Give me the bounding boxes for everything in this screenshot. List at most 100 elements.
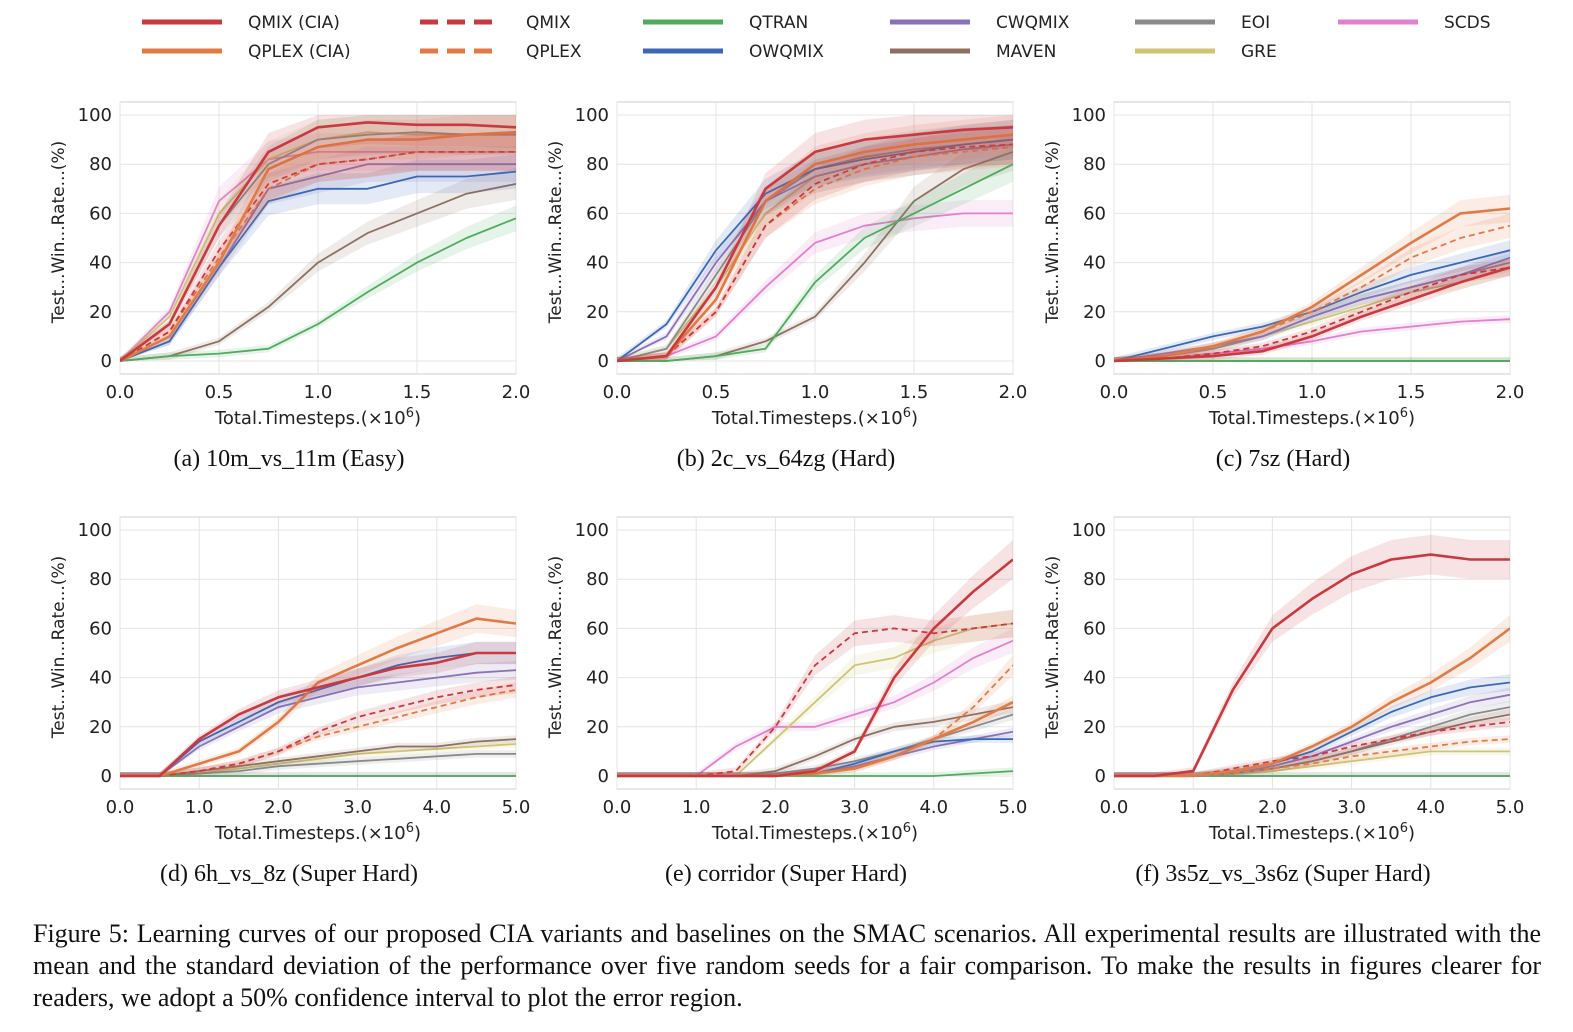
legend-item-qplex-cia: QPLEX (CIA) — [142, 42, 351, 62]
plot-area — [1113, 516, 1511, 790]
x-tick-label: 0.0 — [106, 797, 135, 818]
y-tick-label: 20 — [89, 302, 112, 323]
y-tick-label: 0 — [1095, 766, 1106, 787]
x-axis-label: Total.Timesteps.(×106) — [214, 821, 421, 844]
series-line-qplex-baseline — [1114, 224, 1510, 362]
series-line-qtran — [617, 163, 1013, 362]
x-tick-label: 0.0 — [1100, 382, 1129, 403]
y-tick-label: 40 — [1083, 253, 1106, 274]
x-axis-label: Total.Timesteps.(×106) — [1208, 821, 1415, 844]
y-tick-label: 60 — [586, 203, 609, 224]
band-scds — [617, 200, 1013, 361]
x-tick-label: 0.5 — [205, 382, 234, 403]
series-line-cwqmix — [120, 669, 516, 777]
series-line-maven — [120, 738, 516, 777]
caption-a: (a) 10m_vs_11m (Easy) — [173, 446, 405, 472]
series-line-qmix-baseline — [120, 684, 516, 777]
plot-area — [119, 516, 517, 790]
legend-item-gre: GRE — [1135, 42, 1277, 62]
series-layer — [120, 115, 516, 363]
y-tick-label: 60 — [89, 203, 112, 224]
band-qtran — [617, 767, 1013, 776]
y-tick-label: 80 — [1083, 569, 1106, 590]
series-line-qmix-cia — [1114, 266, 1510, 363]
band-owqmix — [1114, 240, 1510, 361]
band-scds — [120, 772, 516, 776]
x-tick-label: 1.5 — [403, 382, 432, 403]
band-qplex-cia — [120, 115, 516, 361]
legend-label: CWQMIX — [996, 13, 1070, 33]
band-qmix-cia — [120, 641, 516, 776]
x-tick-label: 1.5 — [900, 382, 929, 403]
y-tick-label: 100 — [78, 520, 112, 541]
band-qtran — [120, 772, 516, 776]
series-line-maven — [120, 183, 516, 362]
caption-f: (f) 3s5z_vs_3s6z (Super Hard) — [1135, 861, 1431, 887]
y-tick-label: 80 — [89, 569, 112, 590]
legend-item-eoi: EOI — [1135, 13, 1270, 33]
legend-label: OWQMIX — [749, 42, 824, 62]
y-tick-label: 100 — [575, 520, 609, 541]
legend: QMIX (CIA) QPLEX (CIA) QMIX QPLEX QTRAN OWQMI… — [142, 13, 1491, 62]
y-axis-label: Test...Win...Rate...(%) — [49, 141, 69, 324]
y-tick-label: 20 — [586, 302, 609, 323]
series-line-qmix-cia — [120, 121, 516, 363]
plot-area — [616, 516, 1014, 790]
y-tick-label: 60 — [1083, 203, 1106, 224]
legend-label: EOI — [1241, 13, 1270, 33]
y-tick-label: 20 — [89, 717, 112, 738]
series-line-cwqmix — [617, 143, 1013, 362]
band-qplex-baseline — [1114, 213, 1510, 361]
band-qplex-cia — [617, 695, 1013, 776]
y-tick-label: 0 — [598, 766, 609, 787]
band-qmix-baseline — [617, 125, 1013, 361]
y-axis-label: Test...Win...Rate...(%) — [1043, 141, 1063, 324]
band-gre — [120, 115, 516, 361]
band-qmix-cia — [617, 115, 1013, 361]
legend-label: SCDS — [1444, 13, 1491, 33]
x-axis-label: Total.Timesteps.(×106) — [1208, 406, 1415, 429]
x-axis-label-close: ) — [1408, 823, 1415, 844]
x-tick-label: 5.0 — [1496, 797, 1525, 818]
legend-label: MAVEN — [996, 42, 1056, 62]
y-tick-label: 40 — [1083, 668, 1106, 689]
x-tick-label: 3.0 — [840, 797, 869, 818]
band-owqmix — [617, 735, 1013, 776]
band-qtran — [617, 146, 1013, 361]
legend-label: QMIX — [526, 13, 571, 33]
series-line-qmix-cia — [617, 126, 1013, 363]
series-line-qplex-cia — [617, 133, 1013, 363]
legend-label: GRE — [1241, 42, 1277, 62]
y-axis-label: Test...Win...Rate...(%) — [546, 141, 566, 324]
chart-e: 0.0 1.0 2.0 3.0 4.0 5.0 0 20 40 60 80 100 Total.Time… — [546, 516, 1027, 844]
y-tick-label: 80 — [586, 569, 609, 590]
x-tick-label: 1.0 — [682, 797, 711, 818]
series-layer — [1114, 194, 1510, 363]
series-line-qplex-cia — [1114, 207, 1510, 363]
series-line-qplex-baseline — [120, 689, 516, 777]
x-tick-label: 1.0 — [304, 382, 333, 403]
band-scds — [120, 133, 516, 361]
band-maven — [617, 133, 1013, 361]
series-line-eoi — [120, 753, 516, 777]
band-qplex-cia — [120, 604, 516, 776]
y-tick-label: 40 — [586, 253, 609, 274]
series-line-qplex-cia — [120, 617, 516, 778]
y-tick-label: 60 — [89, 618, 112, 639]
y-tick-label: 0 — [1095, 351, 1106, 372]
series-line-scds — [617, 212, 1013, 362]
x-tick-label: 2.0 — [502, 382, 531, 403]
x-axis-label-close: ) — [414, 823, 421, 844]
band-qplex-cia — [1114, 615, 1510, 776]
x-tick-label: 4.0 — [919, 797, 948, 818]
series-line-qplex-cia — [120, 130, 516, 363]
band-owqmix — [1114, 674, 1510, 776]
band-qtran — [1114, 357, 1510, 361]
x-tick-label: 0.0 — [603, 382, 632, 403]
y-tick-label: 100 — [575, 105, 609, 126]
series-line-owqmix — [617, 138, 1013, 362]
y-axis-label: Test...Win...Rate...(%) — [546, 556, 566, 739]
x-axis-label-exponent: 6 — [406, 406, 414, 421]
x-tick-label: 2.0 — [999, 382, 1028, 403]
y-axis-label: Test...Win...Rate...(%) — [1043, 556, 1063, 739]
